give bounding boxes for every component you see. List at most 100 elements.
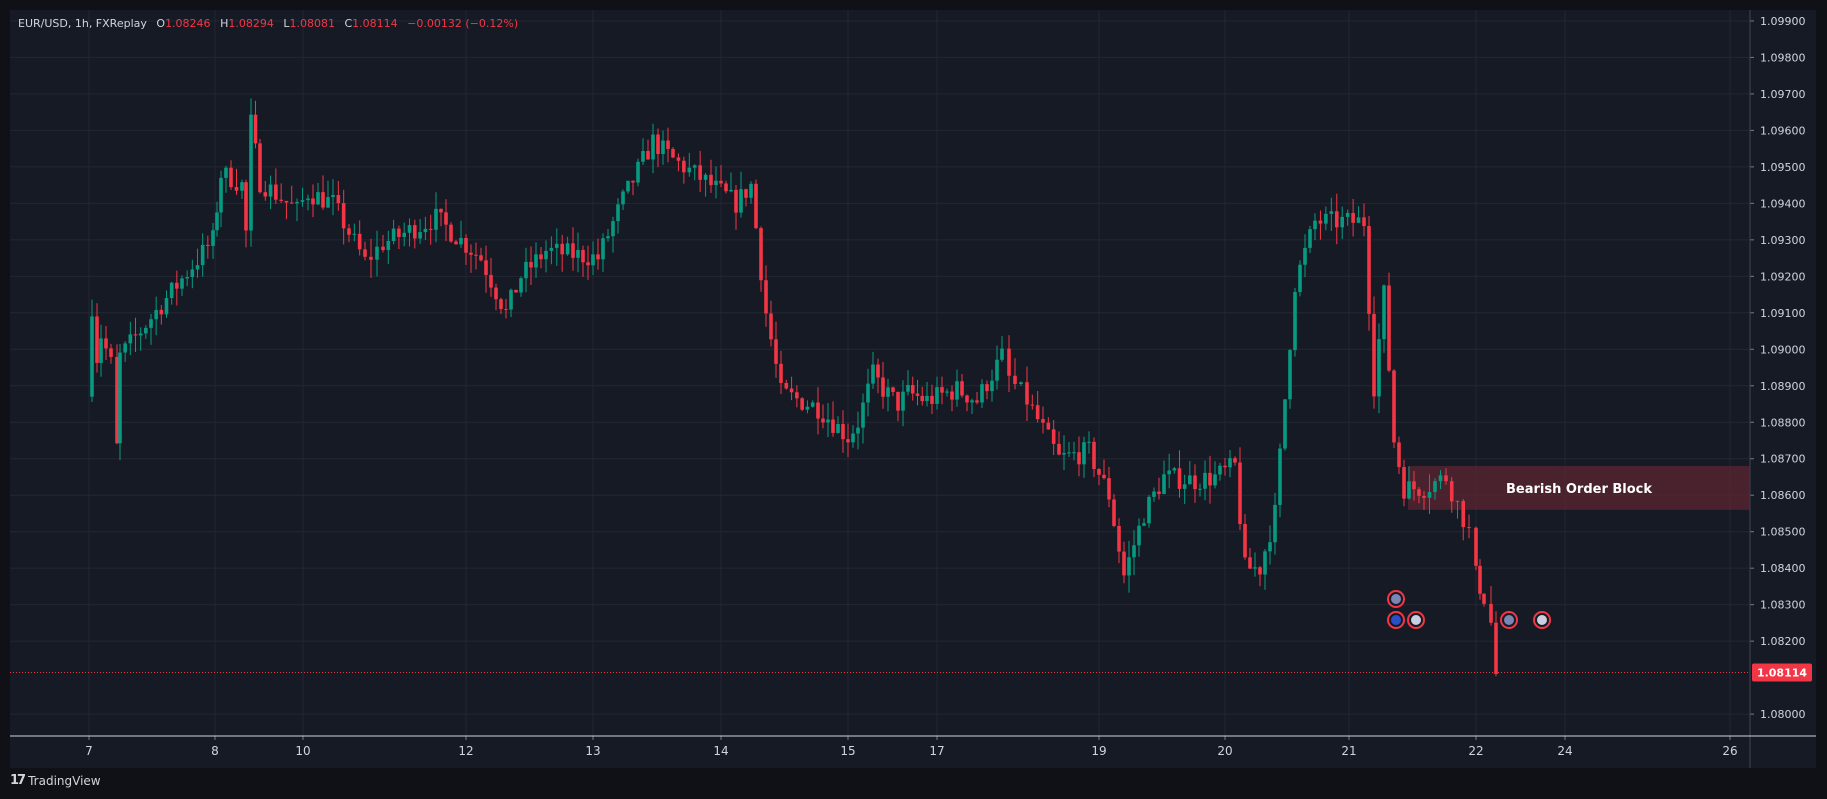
candle-down[interactable] (494, 287, 498, 300)
candle-down[interactable] (779, 363, 783, 383)
candle-up[interactable] (118, 352, 122, 444)
candle-up[interactable] (306, 198, 310, 201)
candle-down[interactable] (910, 385, 915, 394)
candle-up[interactable] (606, 236, 610, 239)
candle-down[interactable] (1372, 313, 1376, 397)
candle-down[interactable] (263, 192, 268, 197)
candle-up[interactable] (1087, 441, 1091, 443)
candle-down[interactable] (1362, 217, 1366, 227)
candle-down[interactable] (960, 381, 964, 396)
candle-up[interactable] (1313, 220, 1317, 230)
candle-up[interactable] (636, 161, 640, 183)
candle-down[interactable] (965, 395, 969, 403)
candle-down[interactable] (1208, 472, 1212, 486)
candle-down[interactable] (311, 198, 315, 205)
candle-down[interactable] (159, 309, 164, 315)
candle-up[interactable] (1253, 567, 1257, 569)
candle-down[interactable] (1478, 565, 1482, 594)
candle-up[interactable] (1127, 557, 1131, 576)
candle-down[interactable] (1092, 441, 1096, 469)
candle-down[interactable] (1444, 475, 1448, 482)
candle-down[interactable] (876, 364, 880, 378)
candle-up[interactable] (925, 395, 929, 402)
candle-up[interactable] (391, 228, 396, 241)
candle-down[interactable] (454, 241, 458, 245)
candle-down[interactable] (1392, 370, 1396, 443)
candle-down[interactable] (795, 392, 799, 399)
candle-down[interactable] (474, 254, 478, 256)
candle-down[interactable] (744, 189, 748, 198)
candle-down[interactable] (539, 254, 543, 260)
candle-up[interactable] (851, 433, 855, 443)
candle-down[interactable] (560, 243, 564, 255)
candle-down[interactable] (646, 151, 650, 160)
candle-down[interactable] (363, 249, 367, 257)
candle-down[interactable] (734, 189, 738, 213)
candle-down[interactable] (769, 313, 773, 340)
candle-up[interactable] (591, 254, 595, 266)
candle-up[interactable] (687, 167, 692, 173)
candle-up[interactable] (149, 319, 153, 328)
candle-up[interactable] (856, 427, 860, 434)
candle-down[interactable] (1367, 226, 1371, 314)
candle-down[interactable] (800, 398, 804, 410)
candle-up[interactable] (995, 359, 999, 381)
candle-up[interactable] (1167, 470, 1171, 475)
candle-up[interactable] (375, 246, 379, 260)
candle-up[interactable] (1062, 453, 1066, 455)
candle-up[interactable] (195, 265, 200, 270)
candle-up[interactable] (1329, 211, 1334, 214)
candle-up[interactable] (1438, 475, 1443, 482)
candle-down[interactable] (709, 174, 713, 186)
candle-up[interactable] (935, 387, 939, 404)
candle-up[interactable] (1162, 474, 1166, 494)
candle-down[interactable] (930, 395, 934, 404)
candle-down[interactable] (229, 167, 233, 188)
candle-down[interactable] (719, 180, 723, 184)
candle-down[interactable] (1422, 495, 1426, 498)
candle-down[interactable] (1494, 622, 1498, 674)
footer-brand[interactable]: 17 TradingView (10, 773, 101, 788)
candle-up[interactable] (749, 183, 753, 198)
candle-down[interactable] (1449, 481, 1454, 502)
candle-down[interactable] (724, 183, 728, 192)
candle-down[interactable] (504, 309, 508, 311)
candle-down[interactable] (1334, 211, 1339, 228)
candle-up[interactable] (1213, 474, 1217, 486)
candle-up[interactable] (549, 247, 554, 251)
candle-down[interactable] (1243, 524, 1247, 558)
candle-up[interactable] (945, 391, 949, 393)
candle-down[interactable] (115, 356, 119, 444)
candle-up[interactable] (90, 316, 94, 397)
candle-down[interactable] (1402, 467, 1406, 499)
candle-up[interactable] (1455, 500, 1460, 502)
candle-down[interactable] (1248, 557, 1252, 569)
candle-down[interactable] (841, 423, 845, 440)
candle-up[interactable] (1137, 525, 1141, 546)
candle-up[interactable] (1298, 264, 1302, 292)
candle-up[interactable] (626, 180, 630, 192)
candle-up[interactable] (1433, 481, 1437, 493)
candle-up[interactable] (154, 309, 158, 320)
candle-up[interactable] (295, 201, 299, 204)
candle-up[interactable] (826, 419, 830, 423)
candle-down[interactable] (1013, 375, 1017, 385)
candle-down[interactable] (104, 338, 108, 349)
candle-down[interactable] (1041, 419, 1045, 423)
candle-down[interactable] (464, 237, 468, 253)
candle-up[interactable] (544, 250, 548, 260)
candle-down[interactable] (1233, 458, 1237, 463)
candle-down[interactable] (381, 246, 385, 251)
candle-up[interactable] (352, 233, 357, 235)
candle-down[interactable] (1030, 404, 1035, 406)
candle-down[interactable] (1177, 468, 1182, 489)
candle-up[interactable] (1345, 212, 1350, 217)
candle-down[interactable] (274, 184, 278, 200)
candle-up[interactable] (871, 364, 875, 384)
candle-up[interactable] (1382, 285, 1386, 340)
candle-down[interactable] (631, 180, 635, 183)
candle-down[interactable] (469, 252, 473, 255)
candle-up[interactable] (1152, 491, 1156, 497)
candle-up[interactable] (534, 254, 538, 268)
candle-up[interactable] (1278, 448, 1282, 505)
